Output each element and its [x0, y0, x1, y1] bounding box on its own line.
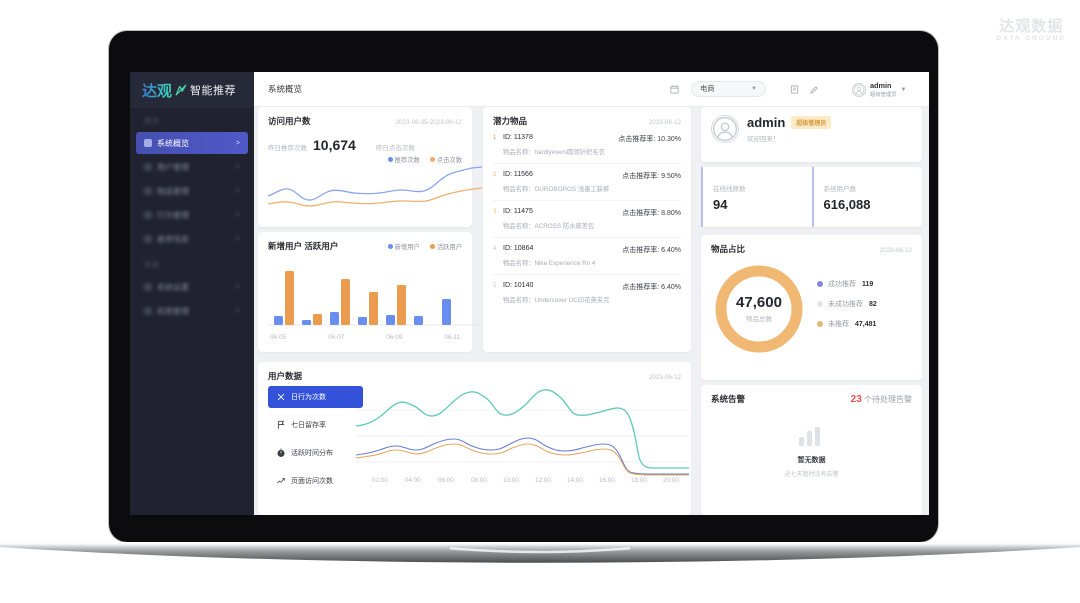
- svg-text:20:00: 20:00: [663, 477, 679, 483]
- svg-text:10:00: 10:00: [503, 477, 519, 483]
- svg-text:08:00: 08:00: [471, 477, 487, 483]
- svg-text:12:00: 12:00: [535, 477, 551, 483]
- svg-text:14:00: 14:00: [567, 477, 583, 483]
- svg-text:47,600: 47,600: [736, 294, 782, 311]
- svg-text:18:00: 18:00: [631, 477, 647, 483]
- svg-text:02:00: 02:00: [372, 477, 388, 483]
- svg-text:物品总数: 物品总数: [746, 314, 773, 323]
- svg-text:04:00: 04:00: [405, 477, 421, 483]
- svg-text:16:00: 16:00: [599, 477, 615, 483]
- svg-text:06:00: 06:00: [438, 477, 454, 483]
